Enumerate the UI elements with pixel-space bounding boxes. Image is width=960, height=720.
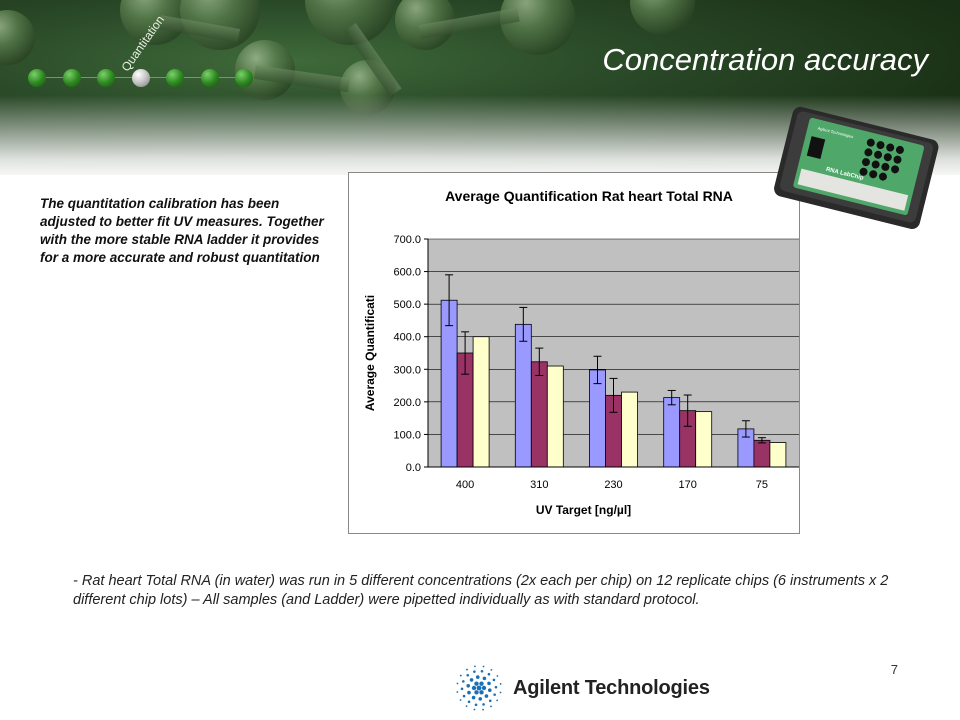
x-tick-label: 400	[456, 479, 474, 491]
logo-spark-dot	[499, 683, 502, 685]
nav-dot[interactable]	[97, 69, 115, 87]
logo-spark-dot	[462, 680, 465, 683]
logo-spark-dot	[490, 668, 493, 671]
logo-spark-dot	[473, 708, 476, 711]
logo-spark-dot	[479, 690, 484, 695]
logo-spark-dot	[494, 685, 498, 689]
molecule-decoration	[630, 0, 695, 35]
y-axis-label: Average Quantificati	[363, 295, 377, 411]
bar-chart: Average Quantification Rat heart Total R…	[363, 188, 799, 517]
logo-spark-dot	[462, 694, 466, 698]
x-tick-label: 230	[604, 479, 622, 491]
logo-spark-dot	[484, 694, 489, 698]
chip-wells	[859, 138, 904, 181]
y-tick-label: 500.0	[393, 299, 421, 311]
logo-spark-dot	[482, 676, 487, 681]
logo-spark-dot	[456, 691, 459, 693]
logo-spark-dot	[496, 675, 499, 677]
y-tick-label: 200.0	[393, 397, 421, 409]
y-tick-label: 0.0	[406, 462, 421, 474]
x-tick-label: 170	[679, 479, 697, 491]
logo-spark-dot	[469, 678, 474, 682]
nav-dot[interactable]	[166, 69, 184, 87]
logo-spark-dot	[460, 687, 464, 691]
logo-spark-dot	[465, 705, 468, 708]
logo-spark-center	[476, 685, 482, 691]
logo-spark-dot	[456, 682, 459, 685]
logo-spark-dot	[493, 693, 496, 696]
chart-container: Average Quantification Rat heart Total R…	[348, 172, 800, 534]
logo-spark-dot	[475, 675, 480, 679]
logo-spark-dot	[490, 705, 492, 708]
logo-spark-dot	[467, 700, 471, 704]
logo-spark-dot	[473, 670, 476, 673]
logo-spark-dot	[481, 685, 487, 691]
logo-spark-dot	[488, 699, 492, 703]
chip-image: RNA LabChip Agilent Technologies	[774, 106, 939, 229]
logo-spark-dot	[467, 690, 471, 695]
logo-spark-dot	[474, 681, 479, 686]
y-tick-label: 300.0	[393, 364, 421, 376]
page-title: Concentration accuracy	[602, 42, 928, 77]
logo-spark-dot	[471, 695, 476, 700]
logo-spark-dot	[459, 699, 462, 701]
bar	[695, 411, 713, 468]
x-axis-label: UV Target [ng/µl]	[536, 503, 631, 517]
y-tick-label: 700.0	[393, 234, 421, 246]
logo-spark-dot	[487, 672, 491, 676]
logo-spark-dot	[487, 681, 491, 686]
page-number: 7	[890, 662, 898, 677]
bar	[663, 397, 681, 468]
logo-spark-dot	[478, 697, 483, 701]
bar	[753, 439, 771, 468]
logo-spark-dot	[482, 708, 484, 711]
x-tick-label: 310	[530, 479, 548, 491]
logo-spark-dot	[459, 674, 462, 677]
y-tick-label: 100.0	[393, 429, 421, 441]
molecule-decoration	[0, 10, 35, 65]
agilent-spark-icon	[456, 665, 502, 711]
nav-dot-active[interactable]	[131, 69, 150, 87]
x-tick-label: 75	[756, 479, 768, 491]
logo-spark-dot	[479, 681, 484, 686]
logo-spark-dot	[466, 684, 471, 688]
section-nav	[28, 69, 258, 89]
bar	[589, 369, 606, 468]
logo-spark-dot	[466, 673, 470, 677]
logo-spark-dot	[474, 665, 476, 668]
bar	[514, 323, 532, 468]
nav-dot[interactable]	[62, 69, 81, 87]
logo-spark-dot	[471, 685, 477, 691]
bar	[621, 391, 638, 468]
logo-spark-dot	[474, 690, 479, 695]
y-tick-label: 400.0	[393, 332, 421, 344]
y-tick-label: 600.0	[393, 267, 421, 279]
bar	[546, 365, 564, 468]
bar	[769, 442, 787, 468]
logo-spark-dot	[496, 699, 499, 702]
bar	[472, 336, 490, 468]
nav-dot[interactable]	[200, 69, 219, 87]
logo-spark-dot	[487, 688, 492, 692]
intro-text: The quantitation calibration has been ad…	[40, 196, 324, 265]
logo-spark-dot	[492, 678, 496, 682]
logo-spark-dot	[499, 691, 502, 694]
logo-spark-dot	[474, 703, 478, 707]
logo-spark-dot	[466, 668, 468, 671]
logo-spark-dot	[482, 703, 485, 706]
nav-dot[interactable]	[235, 69, 253, 87]
chart-title: Average Quantification Rat heart Total R…	[445, 188, 733, 204]
nav-dot[interactable]	[28, 69, 46, 87]
logo-spark-dot	[480, 669, 484, 673]
bar	[530, 361, 548, 468]
company-name: Agilent Technologies	[513, 677, 710, 699]
logo-spark-dot	[482, 665, 485, 668]
footnote-text: - Rat heart Total RNA (in water) was run…	[73, 573, 889, 608]
